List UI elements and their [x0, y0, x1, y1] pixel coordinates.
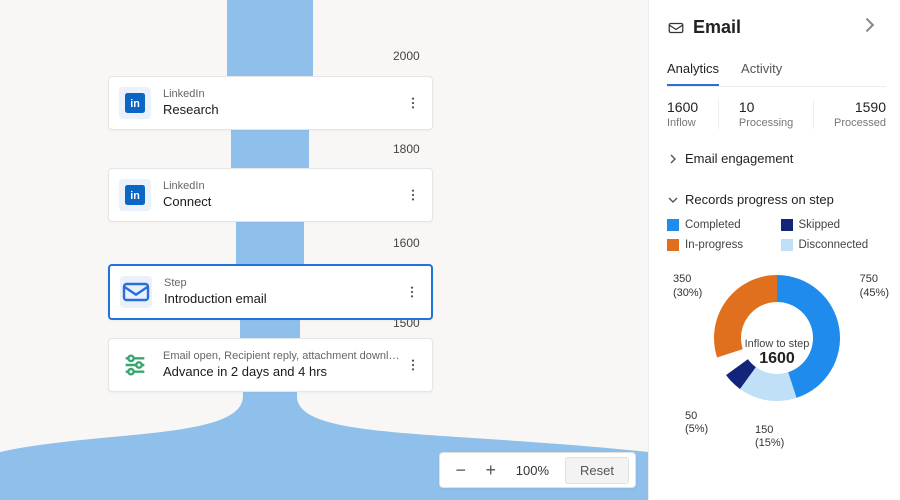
- stat-label: Processed: [834, 117, 886, 129]
- tab-activity[interactable]: Activity: [741, 55, 782, 86]
- chevron-right-icon: [667, 153, 679, 165]
- step-title: Introduction email: [164, 290, 401, 308]
- zoom-reset-button[interactable]: Reset: [565, 457, 629, 484]
- email-icon: [120, 276, 152, 308]
- step-title: Research: [163, 101, 402, 119]
- donut-center-value: 1600: [745, 350, 810, 368]
- email-icon: [667, 19, 685, 37]
- zoom-toolbar: − + 100% Reset: [439, 452, 636, 488]
- step-card-research[interactable]: in LinkedIn Research: [108, 76, 433, 130]
- details-panel: Email Analytics Activity 1600 Inflow 10 …: [648, 0, 900, 500]
- zoom-out-button[interactable]: −: [446, 456, 476, 484]
- donut-chart: Inflow to step 1600 750(45%) 350(30%) 50…: [667, 263, 887, 443]
- flow-count: 1800: [393, 142, 420, 156]
- step-menu-button[interactable]: [401, 278, 423, 306]
- section-label: Email engagement: [685, 151, 793, 166]
- zoom-in-button[interactable]: +: [476, 456, 506, 484]
- step-label: LinkedIn: [163, 179, 402, 193]
- legend-item: In-progress: [667, 239, 773, 251]
- donut-callout: 150(15%): [755, 424, 784, 452]
- flow-count: 2000: [393, 49, 420, 63]
- stat-value: 1590: [834, 99, 886, 115]
- donut-legend: Completed Skipped In-progress Disconnect…: [667, 219, 886, 251]
- section-email-engagement[interactable]: Email engagement: [667, 151, 886, 166]
- settings-icon: [119, 349, 151, 381]
- step-menu-button[interactable]: [402, 181, 424, 209]
- step-label: LinkedIn: [163, 87, 402, 101]
- donut-center-label: Inflow to step: [745, 338, 810, 350]
- linkedin-icon: in: [119, 179, 151, 211]
- step-title: Connect: [163, 193, 402, 211]
- step-label: Email open, Recipient reply, attachment …: [163, 349, 402, 363]
- svg-text:in: in: [130, 190, 140, 202]
- tab-analytics[interactable]: Analytics: [667, 55, 719, 86]
- stat-value: 1600: [667, 99, 698, 115]
- flow-canvas[interactable]: 2000 1800 1600 1500 in LinkedIn Research…: [0, 0, 648, 500]
- panel-tabs: Analytics Activity: [667, 55, 886, 87]
- chevron-down-icon: [667, 194, 679, 206]
- zoom-percent: 100%: [506, 463, 559, 478]
- step-card-advance[interactable]: Email open, Recipient reply, attachment …: [108, 338, 433, 392]
- legend-item: Skipped: [781, 219, 887, 231]
- legend-item: Disconnected: [781, 239, 887, 251]
- flow-background: [0, 0, 648, 500]
- step-menu-button[interactable]: [402, 89, 424, 117]
- step-card-connect[interactable]: in LinkedIn Connect: [108, 168, 433, 222]
- stat-label: Processing: [739, 117, 793, 129]
- svg-text:in: in: [130, 98, 140, 110]
- donut-callout: 350(30%): [673, 273, 702, 301]
- stat-label: Inflow: [667, 117, 698, 129]
- section-records-progress[interactable]: Records progress on step: [667, 192, 886, 207]
- step-label: Step: [164, 276, 401, 290]
- panel-stats: 1600 Inflow 10 Processing 1590 Processed: [667, 99, 886, 129]
- donut-callout: 750(45%): [860, 273, 889, 301]
- step-menu-button[interactable]: [402, 351, 424, 379]
- legend-item: Completed: [667, 219, 773, 231]
- section-label: Records progress on step: [685, 192, 834, 207]
- step-card-intro-email[interactable]: Step Introduction email: [108, 264, 433, 320]
- stat-value: 10: [739, 99, 793, 115]
- flow-count: 1600: [393, 236, 420, 250]
- donut-callout: 50(5%): [685, 410, 708, 438]
- panel-title: Email: [693, 17, 860, 38]
- chevron-right-icon[interactable]: [860, 16, 886, 39]
- step-title: Advance in 2 days and 4 hrs: [163, 363, 402, 381]
- linkedin-icon: in: [119, 87, 151, 119]
